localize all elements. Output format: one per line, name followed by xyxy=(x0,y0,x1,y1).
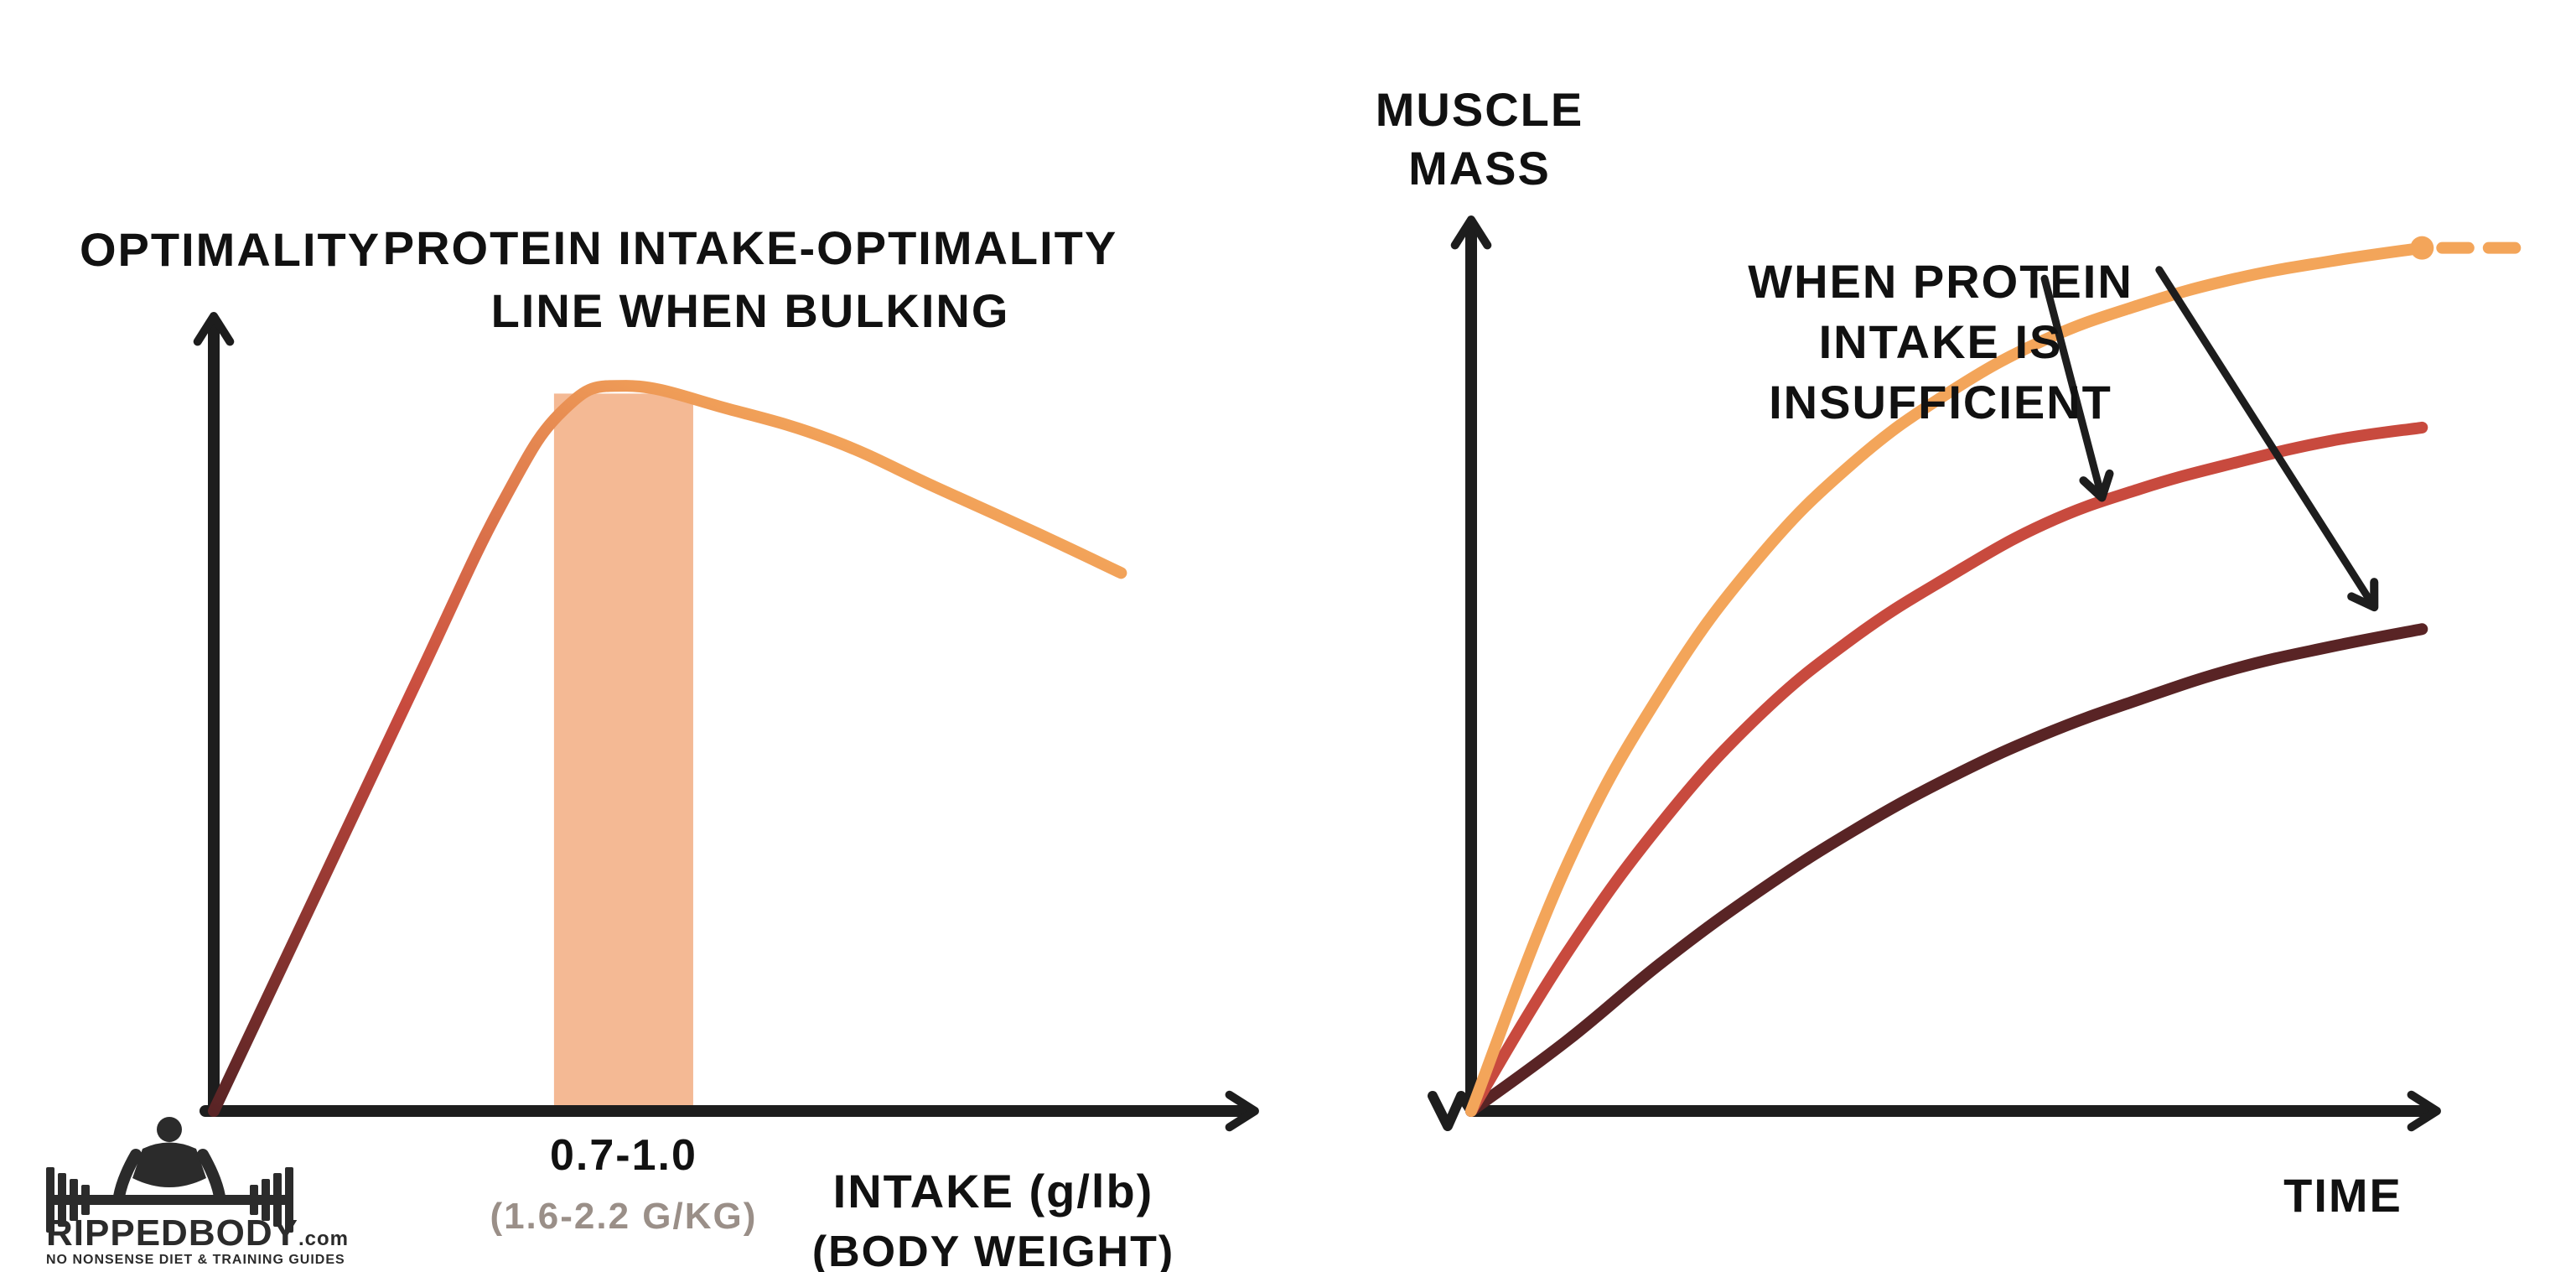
band-label-primary: 0.7-1.0 xyxy=(550,1131,697,1180)
y-axis-label-line2: MASS xyxy=(1408,142,1551,195)
x-axis-label: TIME xyxy=(2283,1169,2402,1222)
y-axis-label: OPTIMALITY xyxy=(80,223,381,276)
right-chart: MUSCLE MASS TIME WHEN PROTEIN INTAKE IS INSUF… xyxy=(1376,83,2516,1222)
curve-low xyxy=(1471,629,2422,1111)
brand-tagline: NO NONSENSE DIET & TRAINING GUIDES xyxy=(46,1253,345,1267)
curve-end-marker xyxy=(2410,236,2433,260)
brand-name: RIPPEDBODY.com xyxy=(46,1212,349,1254)
brand-logo: RIPPEDBODY.comNO NONSENSE DIET & TRAININ… xyxy=(46,1117,349,1267)
left-chart: OPTIMALITY INTAKE (g/lb) (BODY WEIGHT) PROT… xyxy=(80,221,1255,1272)
optimal-range-band xyxy=(554,393,693,1111)
left-title-line2: LINE WHEN BULKING xyxy=(491,284,1010,337)
x-axis-label-line2: (BODY WEIGHT) xyxy=(812,1228,1174,1272)
band-label-secondary: (1.6-2.2 G/KG) xyxy=(490,1196,757,1237)
x-axis-label-line1: INTAKE (g/lb) xyxy=(833,1165,1154,1217)
figure-stage: OPTIMALITY INTAKE (g/lb) (BODY WEIGHT) PROT… xyxy=(0,0,2576,1272)
right-title-line2: INTAKE IS xyxy=(1819,315,2063,368)
y-axis-label-line1: MUSCLE xyxy=(1376,83,1583,136)
right-title-line1: WHEN PROTEIN xyxy=(1748,255,2133,308)
right-title-line3: INSUFFICIENT xyxy=(1769,376,2112,428)
left-title-line1: PROTEIN INTAKE-OPTIMALITY xyxy=(383,221,1118,274)
figure-svg: OPTIMALITY INTAKE (g/lb) (BODY WEIGHT) PROT… xyxy=(0,0,2576,1272)
